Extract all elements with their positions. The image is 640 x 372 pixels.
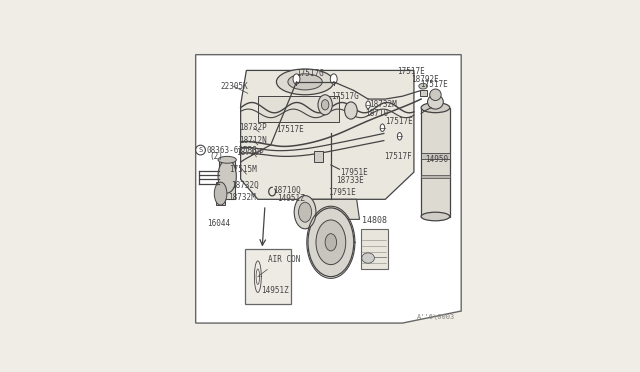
Ellipse shape — [298, 202, 312, 222]
Polygon shape — [420, 90, 427, 96]
Polygon shape — [305, 199, 360, 219]
Ellipse shape — [397, 132, 402, 140]
Ellipse shape — [321, 100, 329, 110]
Text: 18732Q: 18732Q — [232, 182, 259, 190]
Text: 16044: 16044 — [207, 219, 230, 228]
Text: 18712N: 18712N — [239, 136, 266, 145]
Text: 14951Z: 14951Z — [260, 286, 289, 295]
Text: 17517E: 17517E — [420, 80, 447, 89]
Bar — [314, 151, 323, 161]
Bar — [421, 108, 450, 217]
Text: 17951E: 17951E — [340, 168, 368, 177]
Bar — [245, 250, 291, 304]
Text: 17517E: 17517E — [397, 67, 424, 76]
Polygon shape — [196, 55, 461, 323]
Ellipse shape — [218, 160, 236, 193]
Bar — [421, 174, 450, 179]
Text: 22305K: 22305K — [221, 82, 248, 91]
Polygon shape — [219, 161, 235, 199]
Ellipse shape — [421, 212, 450, 221]
Ellipse shape — [293, 74, 300, 84]
Text: 17517G: 17517G — [296, 69, 324, 78]
Text: A''6\0003: A''6\0003 — [417, 314, 456, 320]
Bar — [421, 153, 450, 159]
Ellipse shape — [325, 234, 337, 251]
Text: (2): (2) — [209, 152, 223, 161]
Polygon shape — [241, 70, 414, 199]
Text: 18710: 18710 — [365, 109, 388, 118]
Ellipse shape — [344, 102, 357, 119]
Ellipse shape — [366, 101, 371, 109]
Ellipse shape — [218, 156, 236, 163]
Ellipse shape — [276, 69, 333, 95]
Ellipse shape — [380, 124, 385, 131]
Ellipse shape — [362, 253, 374, 263]
Text: 17517E: 17517E — [276, 125, 303, 134]
Ellipse shape — [308, 208, 354, 277]
Ellipse shape — [288, 74, 323, 90]
Text: 14950: 14950 — [426, 155, 449, 164]
Ellipse shape — [429, 89, 441, 100]
Ellipse shape — [316, 220, 346, 264]
Text: AIR CON: AIR CON — [268, 255, 300, 264]
Text: 17951E: 17951E — [328, 187, 356, 197]
Ellipse shape — [318, 95, 332, 115]
Circle shape — [196, 145, 205, 155]
Ellipse shape — [330, 74, 337, 84]
Ellipse shape — [428, 95, 444, 109]
Text: 17515M: 17515M — [229, 165, 257, 174]
Text: S: S — [198, 147, 203, 153]
Text: 18710Q: 18710Q — [273, 186, 301, 195]
Ellipse shape — [214, 182, 227, 205]
Text: 18732M: 18732M — [369, 100, 397, 109]
Text: 17517G: 17517G — [331, 92, 358, 101]
Text: 17517F: 17517F — [384, 152, 412, 161]
Text: 18710P: 18710P — [236, 148, 264, 157]
Text: 14951Z: 14951Z — [277, 194, 305, 203]
Bar — [361, 230, 388, 269]
Ellipse shape — [419, 83, 428, 89]
Ellipse shape — [294, 196, 316, 229]
Text: 17517E: 17517E — [385, 118, 413, 126]
Text: 18733E: 18733E — [336, 176, 364, 185]
Text: 18732P: 18732P — [239, 123, 266, 132]
Ellipse shape — [421, 103, 450, 113]
Text: 18792E: 18792E — [411, 74, 439, 83]
Text: 08363-62538: 08363-62538 — [206, 146, 257, 155]
Text: 14808: 14808 — [362, 216, 387, 225]
Polygon shape — [258, 96, 339, 122]
Polygon shape — [216, 182, 225, 205]
Text: 18732M: 18732M — [228, 193, 256, 202]
